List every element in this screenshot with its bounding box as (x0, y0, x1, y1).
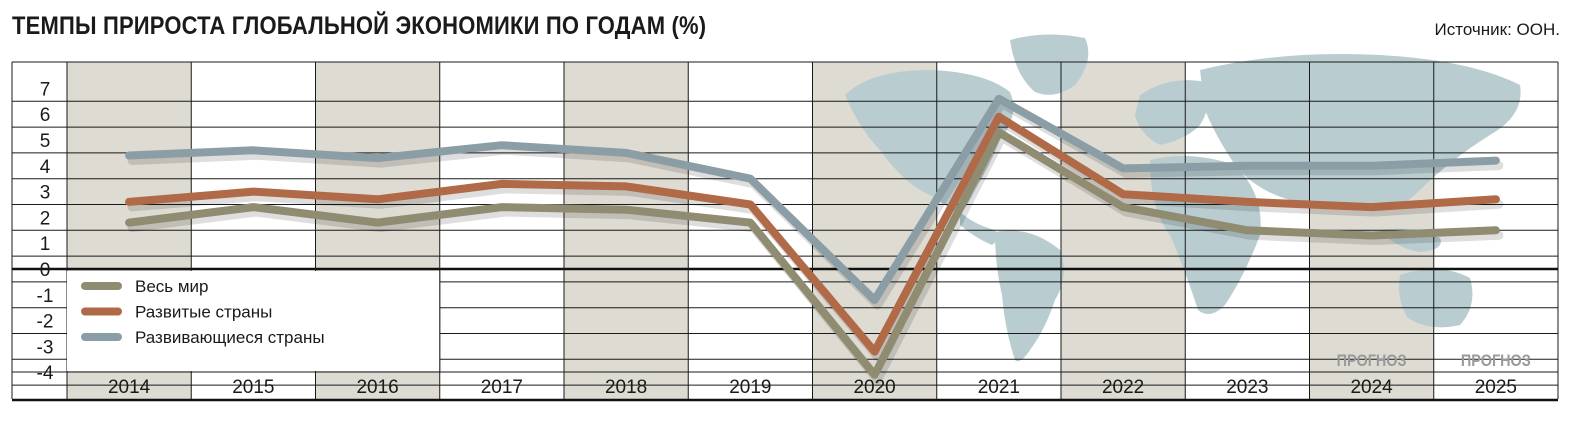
legend: Весь мир Развитые страны Развивающиеся стр… (81, 277, 325, 347)
data-point-developing (871, 296, 878, 303)
data-point-world (1120, 204, 1127, 211)
y-tick-label: 3 (40, 183, 51, 204)
x-tick-label-2022: 2022 (1102, 377, 1144, 398)
data-point-developed (623, 183, 630, 190)
data-point-world (1368, 232, 1375, 239)
data-point-world (623, 206, 630, 213)
x-tick-label-2015: 2015 (232, 377, 274, 398)
legend-panel (67, 271, 440, 371)
data-point-developed (1120, 191, 1127, 198)
data-point-developing (250, 147, 257, 154)
data-point-developed (1368, 204, 1375, 211)
data-point-developed (747, 201, 754, 208)
data-point-developed (995, 113, 1002, 120)
y-tick-label: -2 (37, 312, 54, 333)
y-tick-label: -1 (37, 286, 54, 307)
data-point-developed (374, 196, 381, 203)
x-tick-label-2014: 2014 (108, 377, 151, 398)
data-point-developing (995, 95, 1002, 102)
legend-label-developing: Развивающиеся страны (135, 328, 325, 347)
data-point-developing (1244, 162, 1251, 169)
data-point-developing (1368, 162, 1375, 169)
y-tick-label: 1 (40, 234, 51, 255)
data-point-world (747, 219, 754, 226)
chart-title: ТЕМПЫ ПРИРОСТА ГЛОБАЛЬНОЙ ЭКОНОМИКИ ПО Г… (12, 12, 707, 40)
x-tick-label-2025: 2025 (1475, 377, 1517, 398)
y-tick-label: 6 (40, 105, 51, 126)
x-tick-label-2018: 2018 (605, 377, 647, 398)
data-point-developed (1492, 196, 1499, 203)
data-point-developing (747, 175, 754, 182)
data-point-developed (1244, 198, 1251, 205)
legend-box (67, 271, 441, 372)
source-note: Источник: ООН. (1434, 20, 1560, 39)
data-point-world (871, 371, 878, 378)
forecast-label-2025: ПРОГНОЗ (1461, 352, 1531, 370)
forecast-label-2024: ПРОГНОЗ (1337, 352, 1407, 370)
data-point-developing (126, 152, 133, 159)
data-point-developing (623, 149, 630, 156)
data-point-world (250, 204, 257, 211)
x-tick-label-2021: 2021 (978, 377, 1020, 398)
y-tick-label: 0 (40, 260, 51, 281)
series-line-developed (125, 112, 1500, 356)
data-point-world (126, 219, 133, 226)
data-point-world (374, 219, 381, 226)
y-tick-label: 5 (40, 131, 51, 152)
data-point-developed (250, 188, 257, 195)
data-point-developed (126, 198, 133, 205)
series-line-developing (125, 94, 1500, 304)
data-point-developing (1120, 165, 1127, 172)
x-tick-label-2023: 2023 (1226, 377, 1268, 398)
legend-label-developed: Развитые страны (135, 303, 272, 322)
y-tick-label: 4 (40, 157, 51, 178)
data-point-developing (498, 142, 505, 149)
y-tick-label: -4 (37, 363, 54, 384)
data-point-world (498, 204, 505, 211)
x-tick-label-2019: 2019 (729, 377, 771, 398)
x-tick-label-2016: 2016 (356, 377, 398, 398)
data-point-world (995, 129, 1002, 136)
axis-labels: 7 6 5 4 3 2 1 0 -1 -2 -3 -4 2014 2015 2016 2017 2018 2019… (37, 79, 1531, 398)
y-tick-label: 2 (40, 208, 51, 229)
x-tick-label-2017: 2017 (481, 377, 523, 398)
legend-label-world: Весь мир (135, 277, 209, 296)
data-point-world (1244, 227, 1251, 234)
data-point-developing (1492, 157, 1499, 164)
data-point-developing (374, 155, 381, 162)
data-point-world (1492, 227, 1499, 234)
x-tick-label-2020: 2020 (853, 377, 895, 398)
data-point-developed (498, 180, 505, 187)
y-tick-label: -3 (37, 337, 54, 358)
y-tick-label: 7 (40, 79, 51, 100)
x-tick-label-2024: 2024 (1350, 377, 1393, 398)
data-point-developed (871, 348, 878, 355)
series-line-world (125, 128, 1500, 379)
series-lines (125, 94, 1504, 385)
